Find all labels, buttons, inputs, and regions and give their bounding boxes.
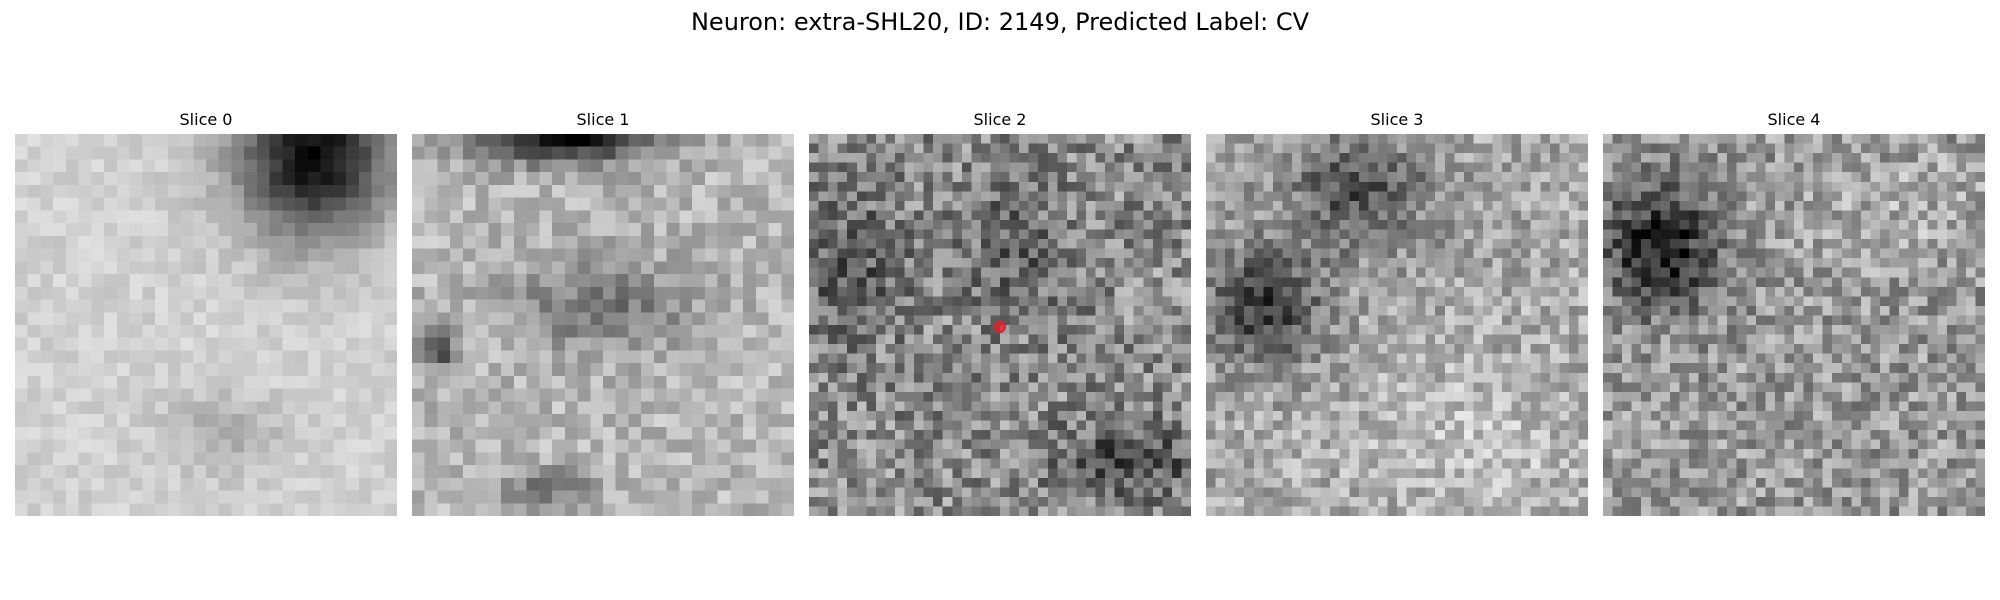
slice-image (412, 134, 794, 516)
slice-panel-0: Slice 0 (15, 108, 397, 516)
slice-title: Slice 4 (1767, 110, 1821, 129)
slice-panel-1: Slice 1 (412, 108, 794, 516)
slice-title: Slice 0 (179, 110, 233, 129)
slice-title: Slice 3 (1370, 110, 1424, 129)
slice-image (1206, 134, 1588, 516)
slice-panel-4: Slice 4 (1603, 108, 1985, 516)
figure-title: Neuron: extra-SHL20, ID: 2149, Predicted… (690, 8, 1310, 36)
slice-title: Slice 2 (973, 110, 1027, 129)
slice-panel-2: Slice 2 (809, 108, 1191, 516)
neuron-center-marker (994, 321, 1006, 333)
slice-image (1603, 134, 1985, 516)
slice-title: Slice 1 (576, 110, 630, 129)
slice-panel-3: Slice 3 (1206, 108, 1588, 516)
slice-image (15, 134, 397, 516)
